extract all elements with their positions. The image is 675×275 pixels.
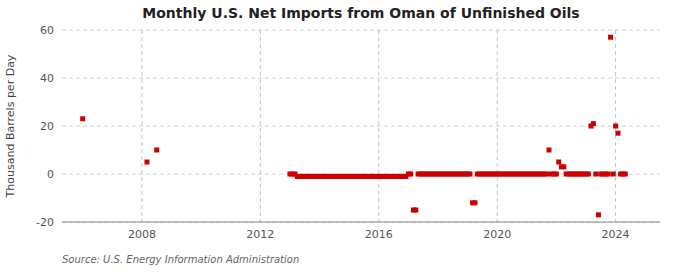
- point: [623, 172, 628, 177]
- point: [613, 124, 618, 129]
- point: [608, 35, 613, 40]
- x-tick-label: 2024: [602, 228, 630, 241]
- point: [606, 172, 611, 177]
- point: [611, 172, 616, 177]
- y-tick-label: 60: [40, 24, 54, 37]
- x-axis-line: [62, 222, 660, 223]
- y-tick-label: 20: [40, 120, 54, 133]
- y-grid-line: [62, 126, 660, 127]
- point: [591, 121, 596, 126]
- y-tick-label: 40: [40, 72, 54, 85]
- x-tick-label: 2020: [483, 228, 511, 241]
- y-grid-line: [62, 30, 660, 31]
- point: [586, 172, 591, 177]
- point: [593, 172, 598, 177]
- grid: [62, 30, 660, 222]
- points: [80, 35, 628, 218]
- x-grid-line: [497, 30, 498, 222]
- point: [556, 160, 561, 165]
- chart: Monthly U.S. Net Imports from Oman of Un…: [0, 0, 675, 275]
- axes: -20 0 20 40 60 2008 2012 2016 2020 2024: [36, 24, 660, 241]
- y-grid-line: [62, 78, 660, 79]
- source-note: Source: U.S. Energy Information Administ…: [62, 254, 299, 265]
- y-grid-line: [62, 222, 660, 223]
- y-tick-label: 0: [47, 168, 54, 181]
- x-tick-label: 2016: [365, 228, 393, 241]
- point: [413, 208, 418, 213]
- point: [467, 172, 472, 177]
- point: [615, 131, 620, 136]
- y-tick-label: -20: [36, 216, 54, 229]
- point: [154, 148, 159, 153]
- point: [546, 148, 551, 153]
- title: Monthly U.S. Net Imports from Oman of Un…: [142, 5, 579, 21]
- x-grid-line: [260, 30, 261, 222]
- point: [561, 164, 566, 169]
- y-axis-label: Thousand Barrels per Day: [4, 54, 17, 198]
- point: [80, 116, 85, 121]
- point: [554, 172, 559, 177]
- x-grid-line: [378, 30, 379, 222]
- point: [144, 160, 149, 165]
- x-grid-line: [141, 30, 142, 222]
- x-tick-label: 2008: [128, 228, 156, 241]
- point: [596, 212, 601, 217]
- point: [408, 172, 413, 177]
- point: [472, 200, 477, 205]
- point: [544, 172, 549, 177]
- x-tick-label: 2012: [246, 228, 274, 241]
